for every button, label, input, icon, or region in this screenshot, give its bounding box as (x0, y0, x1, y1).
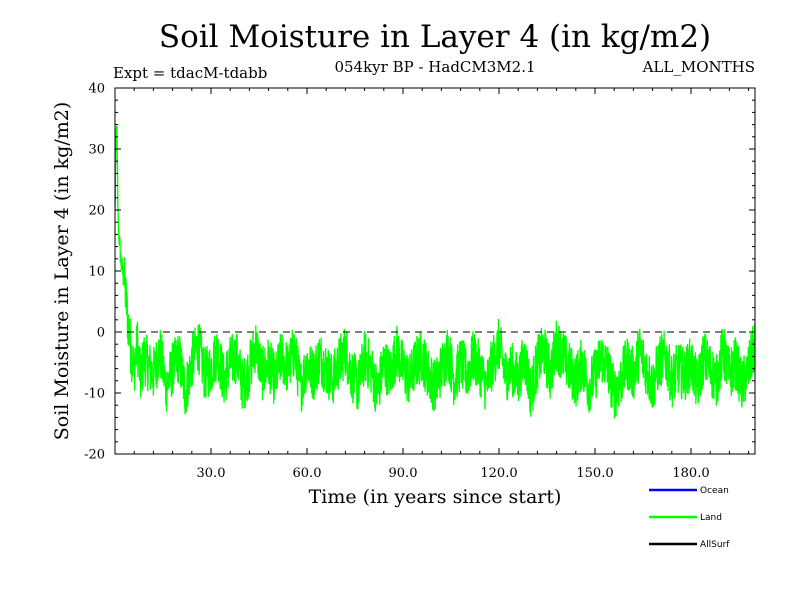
legend-label-allsurf: AllSurf (700, 540, 730, 550)
x-tick-label: 60.0 (293, 466, 322, 481)
y-tick-label: 0 (97, 326, 105, 341)
chart-subtitle-center: 054kyr BP - HadCM3M2.1 (334, 58, 535, 76)
y-tick-label: 20 (88, 204, 105, 219)
plot-area: -20 -10 0 10 20 30 40 30.0 60.0 90.0 120.0 150.0 180… (84, 82, 756, 481)
series-line-land (114, 125, 756, 419)
plot-frame (114, 87, 756, 455)
legend: Ocean Land AllSurf (649, 486, 730, 550)
y-tick-label: 10 (88, 265, 105, 280)
chart-subtitle-left: Expt = tdacM-tdabb (113, 64, 267, 82)
x-tick-label: 120.0 (480, 466, 517, 481)
y-tick-label: 30 (88, 143, 105, 158)
chart-title: Soil Moisture in Layer 4 (in kg/m2) (159, 19, 711, 55)
x-tick-label: 90.0 (389, 466, 418, 481)
x-tick-label: 30.0 (197, 466, 226, 481)
x-tick-label: 180.0 (672, 466, 709, 481)
chart-subtitle-right: ALL_MONTHS (642, 58, 755, 76)
y-tick-label: -20 (84, 448, 105, 463)
legend-label-land: Land (700, 513, 722, 523)
x-axis-label: Time (in years since start) (309, 486, 562, 508)
legend-label-ocean: Ocean (700, 486, 729, 496)
y-axis-label: Soil Moisture in Layer 4 (in kg/m2) (51, 102, 73, 441)
y-tick-label: -10 (84, 387, 105, 402)
x-tick-label: 150.0 (576, 466, 613, 481)
y-tick-label: 40 (88, 82, 105, 97)
